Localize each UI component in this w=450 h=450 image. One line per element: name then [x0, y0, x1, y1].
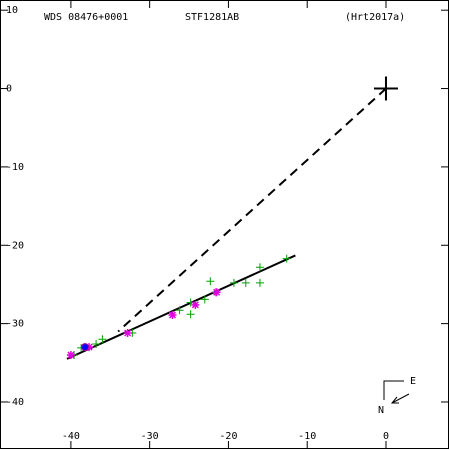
plus: [175, 306, 184, 315]
x-tick-label: -20: [219, 431, 237, 442]
x-tick-label: -10: [298, 431, 316, 442]
cross: [373, 76, 398, 101]
star: [66, 350, 75, 359]
compass-north: N: [378, 405, 384, 416]
plus: [186, 310, 195, 319]
plus: [229, 278, 238, 287]
star: [191, 300, 200, 309]
cross-point: [373, 76, 398, 101]
y-tick-label: -30: [6, 319, 24, 330]
plus-point: [229, 278, 238, 287]
x-tick-label: 0: [383, 431, 389, 442]
plus: [92, 339, 101, 348]
y-tick-label: -40: [6, 397, 24, 408]
plus: [206, 277, 215, 286]
x-tick-label: -40: [62, 431, 80, 442]
solid-line: [66, 254, 296, 360]
plus-point: [186, 310, 195, 319]
plus-point: [92, 339, 101, 348]
circle: [81, 343, 90, 352]
plus: [200, 295, 209, 304]
y-tick-label: -10: [6, 162, 24, 173]
plus: [255, 278, 264, 287]
plus-point: [98, 335, 107, 344]
compass-east: E: [410, 376, 416, 387]
plus: [282, 254, 291, 263]
wds-label: WDS 08476+0001: [44, 12, 128, 23]
star-name: STF1281AB: [185, 12, 239, 23]
plus-point: [241, 278, 250, 287]
x-tick-label: -30: [141, 431, 159, 442]
plus-point: [175, 306, 184, 315]
star: [168, 311, 177, 320]
plus-point: [255, 263, 264, 272]
plus: [255, 263, 264, 272]
plus-point: [200, 295, 209, 304]
reference: (Hrt2017a): [345, 12, 405, 23]
star-point: [123, 329, 132, 338]
plus-point: [255, 278, 264, 287]
circle-point: [81, 343, 90, 352]
star-point: [212, 288, 221, 297]
compass: E N: [378, 376, 416, 416]
y-tick-label: -20: [6, 240, 24, 251]
plus: [98, 335, 107, 344]
star-point: [191, 300, 200, 309]
plus: [241, 278, 250, 287]
star-point: [168, 311, 177, 320]
star-point: [66, 350, 75, 359]
plus-point: [282, 254, 291, 263]
y-tick-label: 0: [6, 84, 12, 95]
star: [212, 288, 221, 297]
y-tick-label: 10: [6, 5, 18, 16]
star: [123, 329, 132, 338]
plus-point: [206, 277, 215, 286]
dashed-line: [117, 87, 387, 333]
